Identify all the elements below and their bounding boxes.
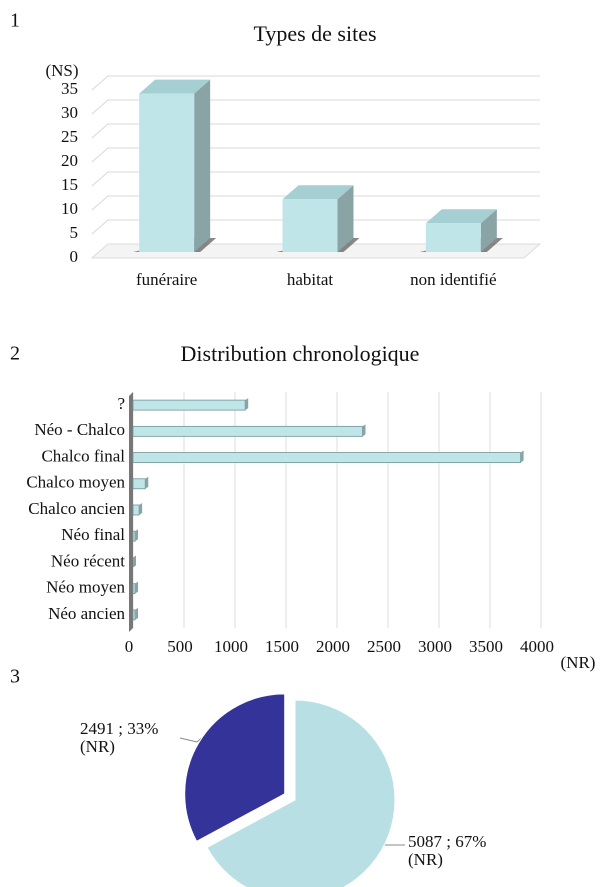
bar [132, 530, 136, 542]
x-tick-label: habitat [287, 270, 334, 289]
grid-line [91, 123, 540, 139]
pie-unit: (NR) [80, 737, 115, 756]
pie-slice [184, 693, 286, 842]
y-tick-label: Chalco moyen [26, 473, 125, 492]
bar-end [135, 581, 139, 594]
panel-number: 2 [10, 343, 20, 365]
x-tick-label: 500 [167, 637, 193, 656]
y-tick-label: 30 [61, 103, 78, 122]
bar [132, 609, 136, 621]
bar-end [139, 503, 143, 515]
bar-end [135, 607, 139, 620]
y-tick-label: 25 [61, 127, 78, 146]
y-tick-label: Chalco final [41, 446, 125, 465]
bar-side [337, 185, 354, 252]
pie-label: 2491 ; 33% [80, 719, 158, 738]
bar-top [282, 185, 354, 200]
y-tick-label: 20 [61, 151, 78, 170]
grid-line [91, 99, 540, 115]
bar-end [362, 424, 366, 437]
bar-end [135, 529, 139, 542]
x-tick-label: non identifié [410, 270, 496, 289]
x-tick-label: 3500 [469, 637, 503, 656]
y-tick-label: Chalco ancien [28, 499, 125, 518]
y-tick-label: Néo récent [51, 551, 125, 570]
bar-top [139, 79, 211, 94]
bar-end [145, 476, 149, 489]
bar [139, 93, 195, 252]
bar-side [194, 79, 211, 252]
grid-line [91, 147, 540, 163]
axis-wall [129, 392, 133, 632]
bar-end [133, 555, 136, 568]
y-axis-label: (NS) [45, 61, 78, 80]
bar [425, 223, 481, 252]
grid-line [91, 171, 540, 187]
x-tick-label: 4000 [520, 637, 554, 656]
grid-line [91, 75, 540, 91]
bar-side [480, 209, 497, 252]
chart-title: Distribution chronologique [181, 341, 420, 366]
chart-title: Types de sites [253, 21, 376, 46]
pie-label: 5087 ; 67% [408, 832, 486, 851]
y-tick-label: 10 [61, 199, 78, 218]
panel-number: 3 [10, 666, 20, 688]
panel-number: 1 [10, 10, 20, 32]
bar [132, 478, 146, 490]
x-tick-label: funéraire [136, 270, 197, 289]
bar-end [245, 398, 249, 411]
y-tick-label: Néo final [61, 525, 125, 544]
x-axis-label: (NR) [561, 653, 596, 672]
bar-top [425, 209, 497, 224]
y-tick-label: 35 [61, 79, 78, 98]
bar [132, 425, 363, 437]
grid-line [91, 219, 540, 235]
bar [282, 199, 338, 252]
bar [132, 399, 246, 411]
bar-end [520, 450, 524, 463]
y-tick-label: 5 [70, 223, 79, 242]
bar [132, 504, 140, 516]
y-tick-label: 15 [61, 175, 78, 194]
x-tick-label: 3000 [418, 637, 452, 656]
x-tick-label: 2500 [367, 637, 401, 656]
bar [132, 583, 136, 595]
x-tick-label: 1500 [265, 637, 299, 656]
grid-line [91, 195, 540, 211]
x-tick-label: 0 [125, 637, 134, 656]
pie-unit: (NR) [408, 850, 443, 869]
pie-slice [206, 699, 396, 887]
y-tick-label: Néo moyen [46, 578, 125, 597]
y-tick-label: ? [117, 394, 125, 413]
bar [132, 452, 522, 463]
y-tick-label: Néo ancien [48, 604, 125, 623]
y-tick-label: Néo - Chalco [34, 420, 125, 439]
x-tick-label: 1000 [214, 637, 248, 656]
y-tick-label: 0 [70, 247, 79, 266]
x-tick-label: 2000 [316, 637, 350, 656]
